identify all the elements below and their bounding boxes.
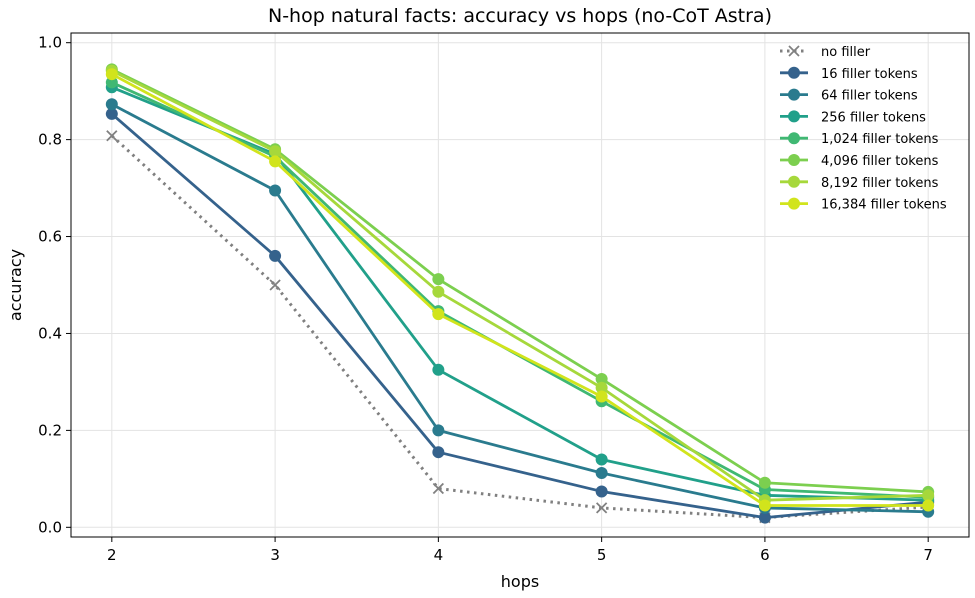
x-tick-label: 4	[434, 546, 444, 564]
data-point	[106, 130, 118, 142]
legend-swatch-marker	[788, 197, 800, 210]
legend-item: 8,192 filler tokens	[780, 175, 939, 191]
y-tick-label: 0.0	[38, 518, 62, 536]
x-axis-label: hops	[501, 572, 539, 591]
legend: no filler 16 filler tokens 64 filler token…	[780, 45, 947, 213]
data-point	[595, 453, 608, 466]
data-point	[269, 279, 281, 291]
series	[106, 130, 934, 524]
data-point	[758, 511, 771, 524]
marker-stroke	[595, 502, 608, 514]
data-point	[758, 499, 771, 512]
legend-label: 4,096 filler tokens	[821, 154, 939, 169]
data-point	[105, 98, 118, 111]
data-point	[269, 145, 282, 158]
series-line	[111, 81, 929, 499]
data-point	[595, 485, 608, 498]
x-tick-label: 3	[270, 546, 280, 564]
data-point	[595, 373, 608, 386]
data-point	[105, 107, 118, 120]
x-tick-label: 5	[597, 546, 607, 564]
data-point	[105, 76, 118, 89]
legend-item: no filler	[780, 45, 871, 60]
series	[105, 81, 935, 507]
series	[105, 68, 935, 512]
series-line	[110, 134, 929, 520]
series-line	[111, 72, 929, 507]
legend-label: 256 filler tokens	[821, 110, 926, 125]
legend-swatch-marker	[788, 88, 800, 101]
y-tick-label: 0.8	[38, 131, 62, 149]
grid	[71, 33, 969, 537]
legend-swatch-marker	[788, 66, 800, 79]
marker-stroke	[788, 45, 800, 57]
series	[105, 64, 935, 507]
legend-label: 64 filler tokens	[821, 89, 918, 104]
data-point	[595, 502, 608, 514]
data-point	[432, 285, 445, 298]
data-point	[432, 363, 445, 376]
x-tick-label: 2	[107, 546, 117, 564]
plot-frame	[70, 32, 970, 538]
series	[105, 107, 935, 524]
legend-swatch-marker	[788, 175, 800, 188]
y-tick-label: 0.6	[38, 228, 62, 246]
legend-label: 16,384 filler tokens	[821, 198, 947, 213]
series-line	[110, 112, 929, 520]
marker-stroke	[432, 482, 445, 495]
data-point	[432, 308, 445, 321]
series	[105, 98, 935, 518]
ticks: 2 3 4 5 6 7 0.0 0.2 0.4 0.6 0.8 1.0	[38, 34, 933, 564]
legend-swatch-marker	[788, 110, 800, 123]
data-point	[922, 499, 935, 512]
series-line	[111, 103, 929, 514]
legend-item: 256 filler tokens	[780, 110, 926, 125]
data-point	[922, 489, 935, 502]
legend-item: 64 filler tokens	[780, 88, 918, 104]
legend-label: 16 filler tokens	[821, 67, 918, 82]
x-tick-label: 6	[760, 546, 770, 564]
data-point	[269, 155, 282, 168]
data-point	[595, 390, 608, 403]
data-point	[432, 446, 445, 459]
chart-title: N-hop natural facts: accuracy vs hops (n…	[268, 5, 772, 27]
data-point	[269, 184, 282, 197]
legend-swatch-marker	[788, 154, 800, 166]
series-line	[111, 85, 929, 502]
y-tick-label: 1.0	[38, 34, 62, 52]
legend-swatch-marker	[788, 45, 800, 57]
series-line	[111, 68, 929, 494]
legend-label: 8,192 filler tokens	[821, 176, 939, 191]
data-point	[758, 476, 771, 489]
y-tick-label: 0.2	[38, 421, 62, 439]
legend-label: 1,024 filler tokens	[821, 132, 939, 147]
series	[105, 76, 935, 504]
data-point	[432, 424, 445, 437]
legend-item: 16 filler tokens	[780, 66, 918, 82]
marker-stroke	[106, 130, 118, 142]
data-point	[595, 467, 608, 480]
data-point	[432, 273, 445, 286]
legend-item: 1,024 filler tokens	[780, 132, 939, 147]
x-tick-label: 7	[923, 546, 933, 564]
legend-item: 4,096 filler tokens	[780, 154, 939, 169]
legend-swatch-marker	[788, 132, 800, 145]
data-point	[105, 68, 118, 81]
data-point	[432, 482, 445, 495]
data-point	[595, 381, 608, 394]
legend-item: 16,384 filler tokens	[780, 197, 947, 213]
series-line	[111, 69, 929, 502]
y-tick-label: 0.4	[38, 324, 62, 342]
legend-label: no filler	[821, 45, 871, 60]
data-point	[269, 249, 282, 262]
y-axis-label: accuracy	[6, 249, 25, 321]
series-lines	[105, 63, 935, 524]
marker-stroke	[269, 279, 281, 291]
